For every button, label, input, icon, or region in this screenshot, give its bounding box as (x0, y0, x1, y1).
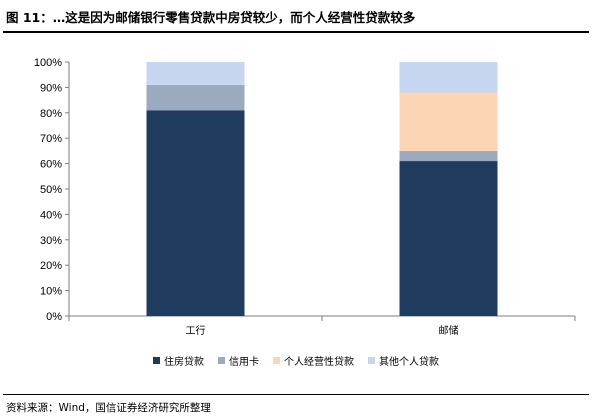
bar-segment (146, 110, 245, 316)
bar-segment (399, 161, 498, 316)
bar-segment (399, 92, 498, 151)
source-note: 资料来源：Wind，国信证券经济研究所整理 (6, 402, 211, 414)
legend-item: 信用卡 (218, 353, 259, 368)
legend-swatch (273, 357, 280, 364)
x-category-label: 工行 (186, 324, 206, 337)
legend-label: 其他个人贷款 (379, 357, 439, 368)
legend-label: 个人经营性贷款 (284, 357, 354, 368)
legend-swatch (153, 357, 160, 364)
legend-label: 住房贷款 (164, 357, 204, 368)
y-tick-label: 90% (40, 82, 62, 94)
chart-legend: 住房贷款 信用卡 个人经营性贷款 其他个人贷款 (0, 353, 592, 368)
legend-item: 住房贷款 (153, 353, 204, 368)
source-rule (3, 394, 589, 395)
bar-segment (146, 62, 245, 85)
bar-segment (399, 150, 498, 162)
y-tick-label: 40% (40, 209, 62, 221)
bar-segment (399, 62, 498, 93)
legend-swatch (368, 357, 375, 364)
y-tick-label: 30% (40, 235, 62, 247)
bar-segment (146, 84, 245, 111)
legend-swatch (218, 357, 225, 364)
legend-item: 其他个人贷款 (368, 353, 439, 368)
legend-item: 个人经营性贷款 (273, 353, 354, 368)
y-tick-label: 20% (40, 260, 62, 272)
y-tick-label: 70% (40, 133, 62, 145)
x-category-label: 邮储 (439, 324, 459, 337)
legend-label: 信用卡 (229, 357, 259, 368)
y-tick-label: 100% (34, 57, 62, 69)
y-tick-label: 10% (40, 286, 62, 298)
title-rule (3, 31, 589, 33)
y-tick-label: 50% (40, 184, 62, 196)
y-tick-label: 60% (40, 159, 62, 171)
y-tick-label: 80% (40, 108, 62, 120)
figure-title: 图 11：…这是因为邮储银行零售贷款中房贷较少，而个人经营性贷款较多 (6, 10, 416, 25)
y-tick-label: 0% (46, 311, 62, 323)
